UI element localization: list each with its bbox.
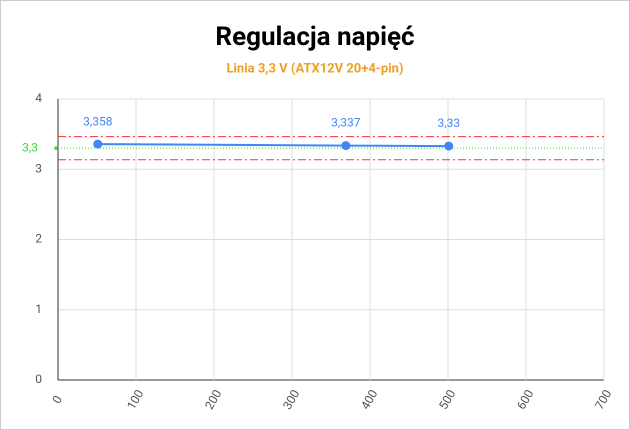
point (444, 141, 454, 151)
point (93, 139, 103, 149)
data-label: 3,358 (83, 114, 113, 128)
y-tick-label: 4 (35, 91, 42, 105)
reference-point (54, 146, 58, 150)
chart-subtitle: Linia 3,3 V (ATX12V 20+4-pin) (226, 61, 403, 76)
y-tick-label: 2 (35, 232, 42, 246)
y-tick-label: 0 (35, 372, 42, 386)
data-label: 3,337 (331, 116, 361, 130)
point (341, 141, 351, 151)
y-tick-label: 1 (35, 302, 42, 316)
y-tick-label: 3 (35, 161, 42, 175)
data-label: 3,33 (437, 116, 460, 130)
chart-title: Regulacja napięć (215, 22, 414, 52)
reference-label: 3,3 (22, 140, 38, 154)
